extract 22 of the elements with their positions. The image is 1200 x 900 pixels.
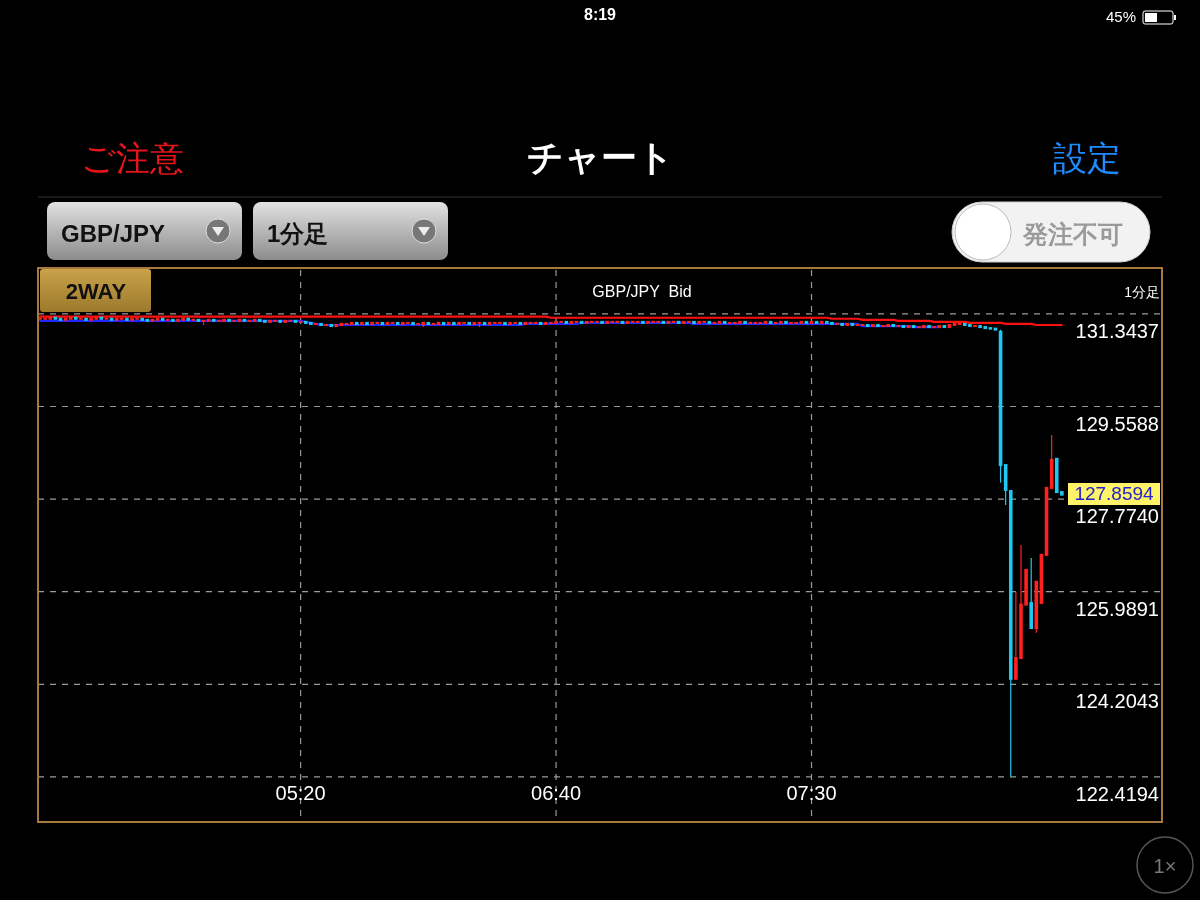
y-tick-label: 127.7740	[1075, 505, 1159, 528]
annotation: 2WAY	[65, 279, 127, 304]
annotation: 127.8594	[1074, 483, 1155, 504]
text: 1×	[1153, 855, 1177, 877]
y-tick-label: 122.4194	[1075, 782, 1159, 805]
y-tick-label: 125.9891	[1075, 597, 1159, 620]
x-tick-label: 05:20	[275, 782, 326, 804]
text: 1分足	[267, 220, 329, 247]
text: チャート	[526, 137, 674, 178]
annotation: 1分足	[1124, 284, 1160, 300]
y-tick-label: 129.5588	[1075, 412, 1159, 435]
y-tick-label: 124.2043	[1075, 690, 1159, 713]
text: 45%	[1105, 8, 1136, 25]
text: ご注意	[80, 139, 184, 177]
text: 発注不可	[1022, 220, 1123, 248]
text: 8:19	[583, 6, 617, 23]
text: 設定	[1053, 139, 1121, 177]
x-tick-label: 07:30	[786, 782, 837, 804]
x-tick-label: 06:40	[531, 782, 582, 804]
y-tick-label: 131.3437	[1075, 319, 1159, 342]
text: GBP/JPY Bid	[592, 283, 692, 300]
text: GBP/JPY	[61, 220, 166, 247]
